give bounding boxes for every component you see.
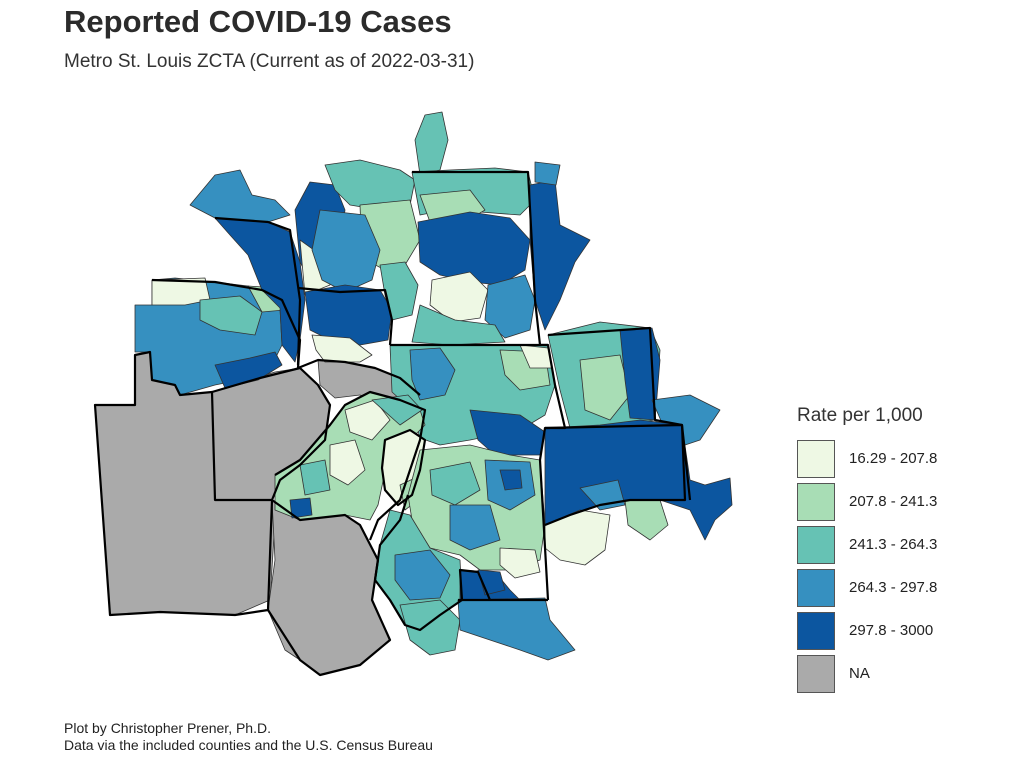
legend-label: 297.8 - 3000	[849, 622, 934, 639]
county-outline-north	[297, 286, 394, 346]
zcta-north-dark2	[304, 284, 393, 346]
county-outline-franklin	[211, 366, 332, 501]
zcta-ne-far	[529, 179, 591, 331]
zcta-county-teal	[299, 459, 331, 496]
zcta-county-pale1	[329, 439, 366, 486]
zcta-metroeast-dark	[499, 469, 523, 491]
legend-label: 207.8 - 241.3	[849, 493, 938, 510]
zcta-north-blue	[311, 209, 381, 293]
legend-item: 207.8 - 241.3	[797, 480, 937, 523]
legend-item: NA	[797, 652, 937, 695]
zcta-ne-teal2	[411, 304, 506, 346]
county-outline-stcharles	[151, 278, 421, 396]
county-outline-clinton	[544, 423, 687, 527]
chart-subtitle: Metro St. Louis ZCTA (Current as of 2022…	[64, 51, 475, 72]
legend-label: 241.3 - 264.3	[849, 536, 938, 553]
zcta-east-blue	[409, 347, 456, 401]
zcta-na-south	[267, 499, 391, 676]
legend-item: 241.3 - 264.3	[797, 523, 937, 566]
zcta-metroeast-teal	[429, 461, 481, 506]
zcta-stcharles-pale	[151, 277, 211, 306]
chart-title: Reported COVID-19 Cases	[64, 4, 452, 39]
legend-item: 297.8 - 3000	[797, 609, 937, 652]
county-outline-river-east	[373, 494, 492, 632]
zcta-fareast-light2	[624, 499, 669, 541]
zcta-ne-far2	[534, 161, 561, 186]
legend-swatch	[797, 525, 835, 564]
zcta-fareast-light	[579, 354, 631, 421]
legend-label: 16.29 - 207.8	[849, 450, 938, 467]
legend-swatch	[797, 439, 835, 478]
legend-swatch	[797, 611, 835, 650]
zcta-county-teal2	[371, 394, 423, 426]
county-outline-lincoln	[214, 216, 302, 366]
legend-label: NA	[849, 665, 870, 682]
zcta-north-west	[189, 169, 291, 223]
legend-swatch	[797, 482, 835, 521]
legend-item: 264.3 - 297.8	[797, 566, 937, 609]
legend-label: 264.3 - 297.8	[849, 579, 938, 596]
legend-swatch	[797, 654, 835, 693]
zcta-north-pale2	[311, 334, 373, 363]
caption-author: Plot by Christopher Prener, Ph.D.	[64, 720, 271, 736]
zcta-jeff-blue	[394, 549, 451, 601]
legend-swatch	[797, 568, 835, 607]
legend-title: Rate per 1,000	[797, 405, 923, 426]
county-outline-jefferson	[267, 499, 392, 677]
zcta-ne-blue	[484, 274, 536, 339]
county-outline-bond	[547, 326, 692, 501]
zcta-metroeast-pale	[499, 547, 541, 579]
zcta-far-north	[414, 111, 449, 176]
legend-item: 16.29 - 207.8	[797, 437, 937, 480]
zcta-county-pale2	[344, 399, 391, 441]
caption-source: Data via the included counties and the U…	[64, 737, 433, 753]
map-legend: Rate per 1,000 16.29 - 207.8 207.8 - 241…	[797, 405, 937, 695]
zcta-metroeast-blue2	[449, 504, 501, 551]
zcta-ne-pale	[429, 271, 489, 323]
zcta-ne-dark	[417, 211, 531, 286]
zcta-county-dark	[289, 497, 313, 519]
caption: Plot by Christopher Prener, Ph.D. Data v…	[64, 720, 433, 754]
zcta-stcharles-teal	[199, 295, 263, 336]
zcta-jeff-teal2	[399, 599, 461, 656]
zcta-south-blue	[457, 597, 576, 661]
county-outline-city	[380, 428, 427, 507]
